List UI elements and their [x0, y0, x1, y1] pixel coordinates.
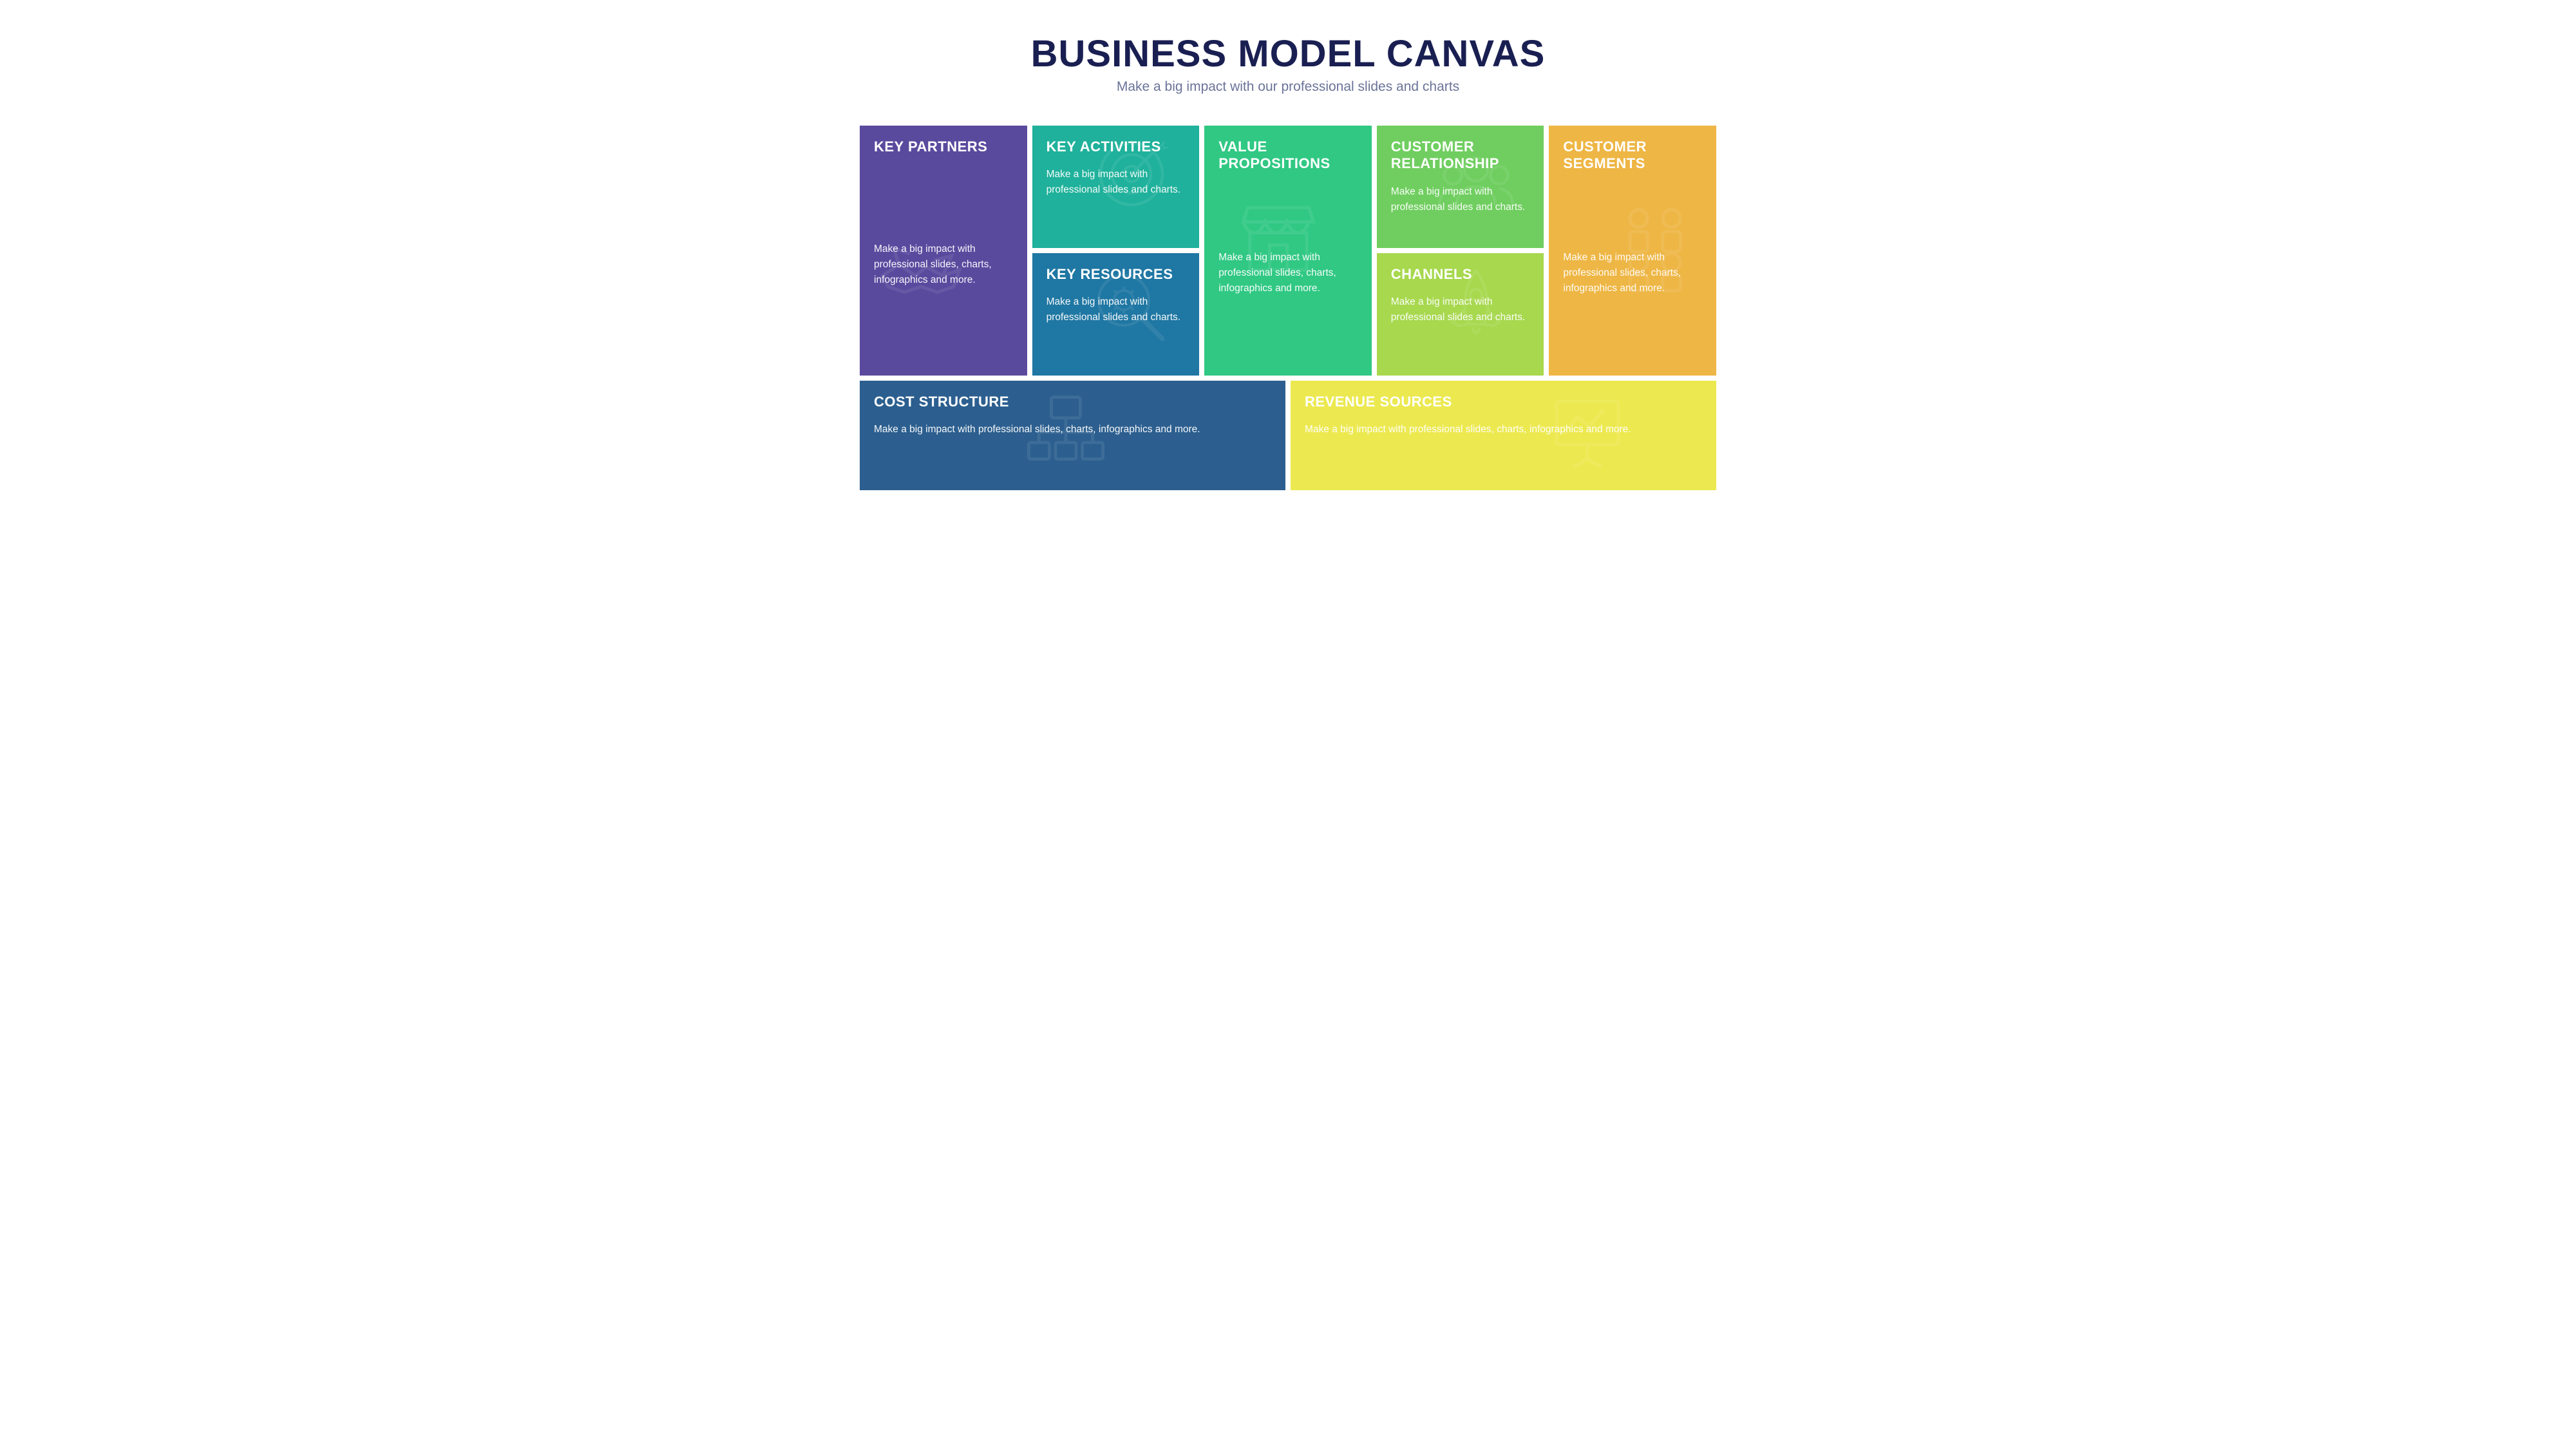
block-title: CHANNELS [1391, 266, 1530, 283]
block-title: CUSTOMER SEGMENTS [1563, 138, 1702, 173]
block-body: Make a big impact with professional slid… [1046, 167, 1186, 198]
block-customer-segments: CUSTOMER SEGMENTS Make a big impact with… [1549, 126, 1716, 376]
block-key-resources: KEY RESOURCES Make a big impact with pro… [1032, 253, 1200, 376]
block-body: Make a big impact with professional slid… [1046, 294, 1186, 325]
block-body: Make a big impact with professional slid… [874, 242, 1013, 288]
block-title: REVENUE SOURCES [1305, 394, 1702, 410]
block-body: Make a big impact with professional slid… [874, 422, 1271, 437]
block-title: COST STRUCTURE [874, 394, 1271, 410]
block-title: KEY PARTNERS [874, 138, 1013, 155]
block-cost-structure: COST STRUCTURE Make a big impact with pr… [860, 381, 1285, 490]
page-subtitle: Make a big impact with our professional … [1117, 79, 1459, 95]
block-body: Make a big impact with professional slid… [1218, 250, 1358, 296]
block-customer-relationship: CUSTOMER RELATIONSHIP Make a big impact … [1377, 126, 1544, 248]
block-revenue-sources: REVENUE SOURCES Make a big impact with p… [1291, 381, 1716, 490]
block-body: Make a big impact with professional slid… [1305, 422, 1702, 437]
block-body: Make a big impact with professional slid… [1563, 250, 1702, 296]
block-key-partners: KEY PARTNERS Make a big impact with prof… [860, 126, 1027, 376]
page-title: BUSINESS MODEL CANVAS [1031, 32, 1546, 75]
block-body: Make a big impact with professional slid… [1391, 184, 1530, 215]
block-title: KEY RESOURCES [1046, 266, 1186, 283]
block-channels: CHANNELS Make a big impact with professi… [1377, 253, 1544, 376]
block-body: Make a big impact with professional slid… [1391, 294, 1530, 325]
block-value-propositions: VALUE PROPOSITIONS Make a big impact wit… [1204, 126, 1372, 376]
block-title: VALUE PROPOSITIONS [1218, 138, 1358, 173]
block-key-activities: KEY ACTIVITIES Make a big impact with pr… [1032, 126, 1200, 248]
block-title: KEY ACTIVITIES [1046, 138, 1186, 155]
business-model-canvas: KEY PARTNERS Make a big impact with prof… [860, 126, 1716, 490]
block-title: CUSTOMER RELATIONSHIP [1391, 138, 1530, 173]
